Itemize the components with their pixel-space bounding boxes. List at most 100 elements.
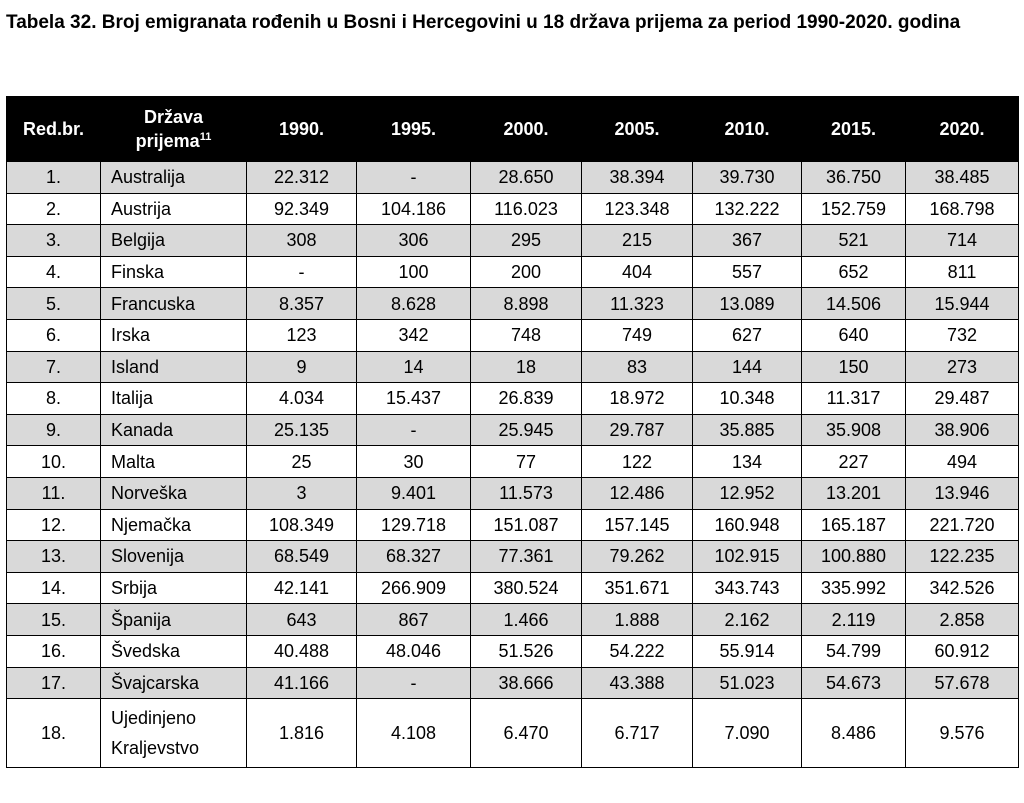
value-cell: 9.401	[356, 476, 471, 510]
value-cell: 13.946	[905, 476, 1019, 510]
value-cell: 15.437	[356, 382, 471, 415]
value-cell: 12.952	[692, 476, 802, 510]
value-cell: 200	[470, 255, 582, 289]
country-name: Belgija	[100, 224, 247, 257]
value-cell: 79.262	[581, 540, 693, 573]
value-cell: 342	[356, 318, 471, 352]
table-row: 17. Švajcarska 41.166-38.666 43.388 51.023 54…	[6, 666, 1019, 700]
country-name: Švajcarska	[100, 666, 247, 700]
value-cell: 38.906	[905, 413, 1019, 447]
header-year: 1990.	[246, 96, 357, 162]
value-cell: 150	[801, 350, 906, 384]
value-cell: 494	[905, 445, 1019, 478]
row-number: 10.	[6, 445, 101, 478]
value-cell: 7.090	[692, 698, 802, 769]
value-cell: 132.222	[692, 192, 802, 226]
header-row: Red.br. Država prijema11 1990. 1995. 200…	[6, 96, 1019, 162]
header-year: 2020.	[905, 96, 1019, 162]
value-cell: 134	[692, 445, 802, 478]
value-cell: 83	[581, 350, 693, 384]
table-body: 1. Australija 22.312-28.650 38.394 39.730 36.…	[6, 161, 1019, 769]
table-title: Tabela 32. Broj emigranata rođenih u Bos…	[6, 12, 961, 33]
country-name: Irska	[100, 318, 247, 352]
table-row: 13. Slovenija 68.549 68.327 77.361 79.262 102.…	[6, 540, 1019, 573]
footnote-ref: 11	[199, 131, 212, 143]
value-cell: 35.908	[801, 413, 906, 447]
value-cell: 100.880	[801, 540, 906, 573]
table-row: 3. Belgija 308 306 295 215 367 521 714	[6, 224, 1019, 257]
value-cell: 35.885	[692, 413, 802, 447]
value-cell: 1.466	[470, 603, 582, 636]
value-cell: 367	[692, 224, 802, 257]
value-cell: 22.312	[246, 161, 357, 194]
row-number: 7.	[6, 350, 101, 384]
country-name: Kanada	[100, 413, 247, 447]
value-cell: 38.485	[905, 161, 1019, 194]
value-cell: 215	[581, 224, 693, 257]
value-cell: 6.470	[470, 698, 582, 769]
value-cell: 26.839	[470, 382, 582, 415]
row-number: 17.	[6, 666, 101, 700]
value-cell: 521	[801, 224, 906, 257]
value-cell: 867	[356, 603, 471, 636]
value-cell: 25	[246, 445, 357, 478]
value-cell: 342.526	[905, 571, 1019, 605]
value-cell: 42.141	[246, 571, 357, 605]
value-cell: 54.673	[801, 666, 906, 700]
value-cell: 160.948	[692, 508, 802, 542]
value-cell: 123	[246, 318, 357, 352]
table-row: 11. Norveška 3 9.401 11.573 12.486 12.952 13.20…	[6, 476, 1019, 510]
value-cell: 38.666	[470, 666, 582, 700]
value-cell: 6.717	[581, 698, 693, 769]
value-cell: 4.108	[356, 698, 471, 769]
row-number: 18.	[6, 698, 101, 769]
value-cell: 380.524	[470, 571, 582, 605]
row-number: 3.	[6, 224, 101, 257]
value-cell: 25.135	[246, 413, 357, 447]
value-cell: 168.798	[905, 192, 1019, 226]
value-cell: 14.506	[801, 287, 906, 320]
value-cell: 54.799	[801, 634, 906, 668]
value-cell: 8.486	[801, 698, 906, 769]
value-cell: 18.972	[581, 382, 693, 415]
table-row: 18. Ujedinjeno Kraljevstvo 1.816 4.108 6.470 6…	[6, 698, 1019, 769]
country-name-line2: Kraljevstvo	[111, 738, 200, 759]
value-cell: 643	[246, 603, 357, 636]
country-name: Austrija	[100, 192, 247, 226]
row-number: 9.	[6, 413, 101, 447]
value-cell: 11.573	[470, 476, 582, 510]
value-cell: 266.909	[356, 571, 471, 605]
row-number: 12.	[6, 508, 101, 542]
country-name: Malta	[100, 445, 247, 478]
value-cell: 11.323	[581, 287, 693, 320]
value-cell: 41.166	[246, 666, 357, 700]
value-cell: 2.162	[692, 603, 802, 636]
value-cell: 77	[470, 445, 582, 478]
value-cell: 1.816	[246, 698, 357, 769]
value-cell: 8.357	[246, 287, 357, 320]
table-row: 10. Malta 25 30 77 122 134 227 494	[6, 445, 1019, 478]
value-cell: 1.888	[581, 603, 693, 636]
table-row: 14. Srbija 42.141 266.909 380.524 351.671 343.…	[6, 571, 1019, 605]
row-number: 4.	[6, 255, 101, 289]
country-name: Španija	[100, 603, 247, 636]
value-cell: 100	[356, 255, 471, 289]
header-year: 2010.	[692, 96, 802, 162]
value-cell: 144	[692, 350, 802, 384]
value-cell: 151.087	[470, 508, 582, 542]
row-number: 11.	[6, 476, 101, 510]
value-cell: 748	[470, 318, 582, 352]
header-year: 2000.	[470, 96, 582, 162]
value-cell: 273	[905, 350, 1019, 384]
table-row: 2. Austrija 92.349 104.186 116.023 123.348 132…	[6, 192, 1019, 226]
row-number: 13.	[6, 540, 101, 573]
value-cell: 14	[356, 350, 471, 384]
country-name: Slovenija	[100, 540, 247, 573]
country-name: Ujedinjeno Kraljevstvo	[100, 698, 247, 769]
value-cell: 9.576	[905, 698, 1019, 769]
value-cell: 57.678	[905, 666, 1019, 700]
value-cell: 13.201	[801, 476, 906, 510]
country-name: Francuska	[100, 287, 247, 320]
header-country-line1: Država	[143, 107, 204, 127]
country-name: Italija	[100, 382, 247, 415]
